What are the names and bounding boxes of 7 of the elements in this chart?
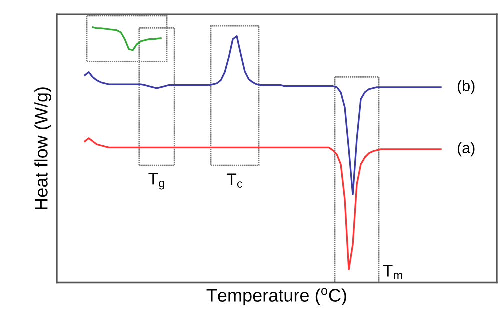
- annotation: T$_{c}$: [227, 174, 243, 188]
- series-label: (b): [458, 80, 475, 95]
- annotation: T$_{m}$: [383, 265, 402, 280]
- x-axis-title: Temperature ($^{o}$C): [206, 288, 346, 306]
- y-axis-title: Heat flow (W/g): [34, 88, 52, 210]
- series-label: (a): [458, 142, 475, 157]
- annotation: T$_{g}$: [148, 173, 164, 190]
